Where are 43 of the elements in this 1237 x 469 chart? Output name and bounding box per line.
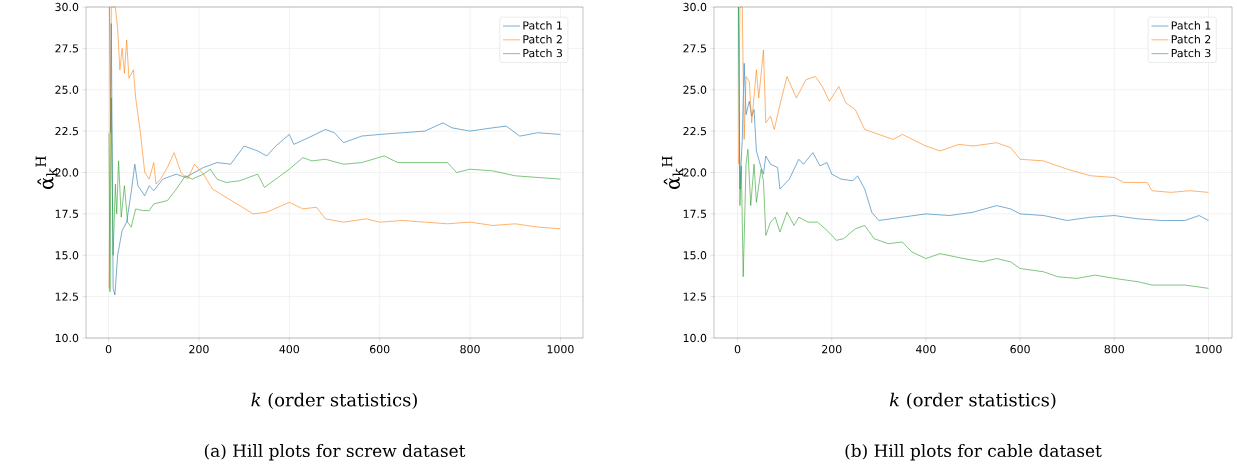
y-tick-label: 20.0 xyxy=(55,168,79,177)
y-tick-label: 22.5 xyxy=(683,126,707,136)
x-tick-label: 600 xyxy=(1010,345,1030,354)
legend-label: Patch 1 xyxy=(523,21,562,30)
y-tick-label: 20.0 xyxy=(683,168,707,177)
y-axis-title: α̂$_{k}$H xyxy=(35,156,57,190)
x-tick-label: 200 xyxy=(822,345,842,354)
x-tick-label: 1000 xyxy=(547,345,574,354)
x-tick-label: 0 xyxy=(734,345,741,354)
x-tick-label: 400 xyxy=(279,345,300,354)
y-tick-label: 25.0 xyxy=(683,85,707,94)
x-axis-title: k (order statistics) xyxy=(251,392,417,410)
y-tick-label: 30.0 xyxy=(683,2,707,12)
x-tick-label: 1000 xyxy=(1195,345,1222,354)
legend-label: Patch 3 xyxy=(523,48,563,58)
text: (a) Hill plots for screw dataset xyxy=(204,443,466,461)
legend-label: Patch 3 xyxy=(1171,48,1211,58)
y-tick-label: 10.0 xyxy=(55,333,79,343)
y-tick-label: 10.0 xyxy=(683,333,707,343)
y-tick-label: 15.0 xyxy=(683,251,707,260)
x-tick-label: 0 xyxy=(105,345,112,354)
x-tick-label: 600 xyxy=(369,345,390,354)
legend-label: Patch 2 xyxy=(1171,34,1211,44)
y-tick-label: 27.5 xyxy=(55,44,79,53)
y-tick-label: 30.0 xyxy=(55,2,79,12)
y-tick-label: 12.5 xyxy=(683,292,707,301)
y-tick-label: 27.5 xyxy=(683,44,707,53)
y-tick-label: 25.0 xyxy=(55,85,79,94)
y-tick-label: 22.5 xyxy=(55,126,79,136)
x-axis-title: k (order statistics) xyxy=(889,392,1056,410)
y-axis-title: α̂$_{k}$H xyxy=(661,156,684,190)
x-tick-label: 800 xyxy=(460,345,480,354)
y-tick-label: 15.0 xyxy=(55,251,79,260)
x-tick-label: 400 xyxy=(915,345,936,354)
x-tick-label: 200 xyxy=(189,345,209,354)
legend-label: Patch 2 xyxy=(523,34,562,44)
legend-label: Patch 1 xyxy=(1171,21,1211,30)
line-series xyxy=(738,6,1209,289)
y-tick-label: 17.5 xyxy=(683,209,707,218)
text: (b) Hill plots for cable dataset xyxy=(845,443,1102,461)
x-tick-label: 800 xyxy=(1104,345,1124,354)
y-tick-label: 17.5 xyxy=(55,209,79,218)
y-tick-label: 12.5 xyxy=(55,292,79,301)
